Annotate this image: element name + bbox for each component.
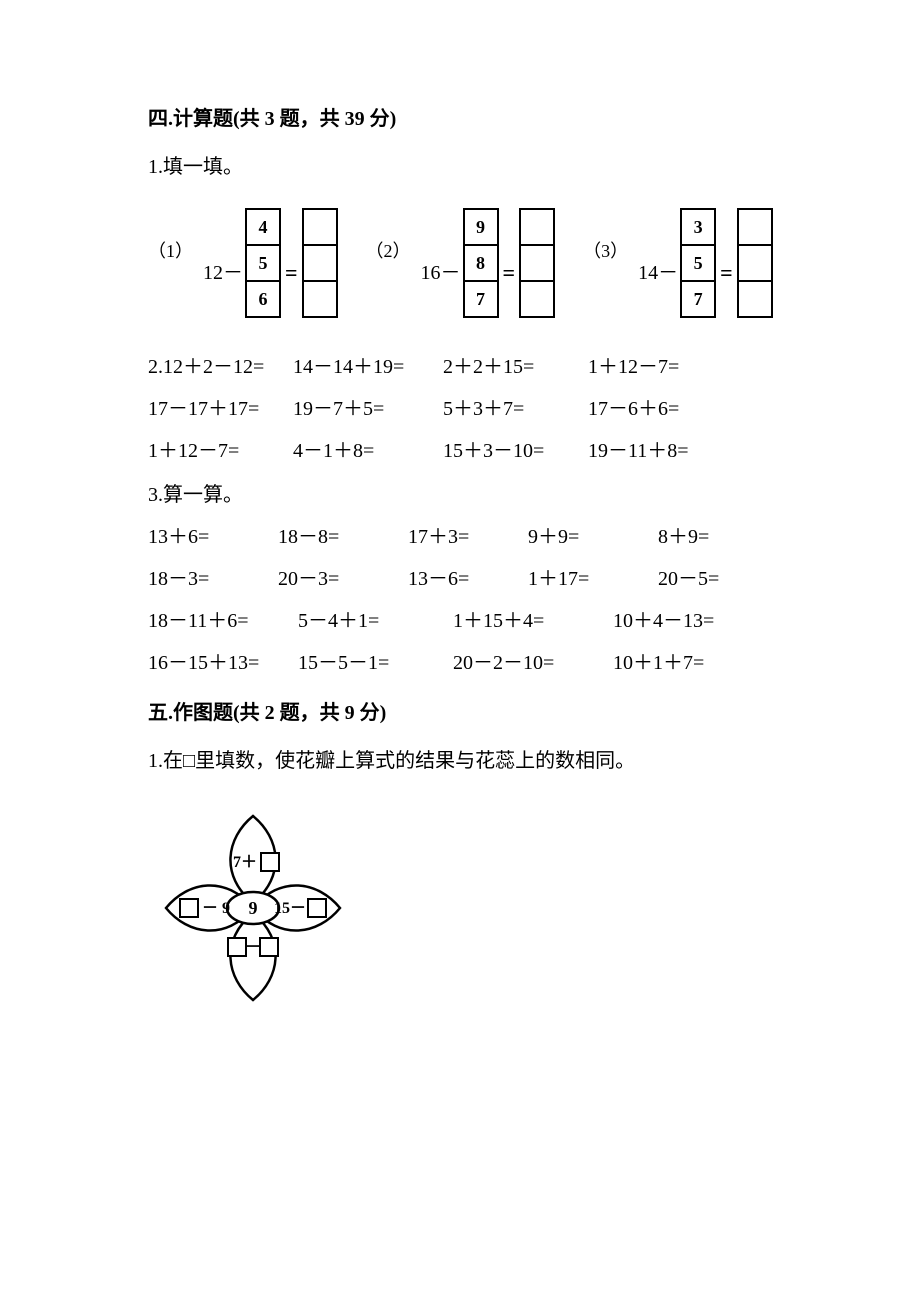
cell: 4: [247, 210, 279, 244]
left-text: － 9: [202, 900, 230, 917]
minuend: 14－: [638, 234, 678, 292]
expr: 20－3=: [278, 560, 408, 598]
expr: 9＋9=: [528, 518, 658, 556]
expr: 13＋6=: [148, 518, 278, 556]
q1-fill-row: （1） 12－ 4 5 6 = （2） 16－ 9 8 7 =: [148, 208, 775, 318]
bottom-op-text: －: [245, 939, 261, 956]
blank-cell[interactable]: [304, 210, 336, 244]
expr: 4－1＋8=: [293, 432, 443, 470]
cell: 5: [682, 244, 714, 280]
equals: =: [716, 232, 737, 294]
blank-cell[interactable]: [521, 280, 553, 316]
expr: 1＋12－7=: [588, 348, 728, 386]
expr: 16－15＋13=: [148, 644, 298, 682]
cell: 7: [682, 280, 714, 316]
q2-row: 2.12＋2－12=14－14＋19=2＋2＋15=1＋12－7=: [148, 348, 775, 386]
minuend-block: 16－ 9 8 7 =: [421, 208, 556, 318]
right-text: 15－: [274, 900, 306, 917]
expr: 2＋2＋15=: [443, 348, 588, 386]
expr: 5＋3＋7=: [443, 390, 588, 428]
cell: 3: [682, 210, 714, 244]
expr: 19－11＋8=: [588, 432, 728, 470]
expr: 20－2－10=: [453, 644, 613, 682]
q1-group-2: （2） 16－ 9 8 7 =: [366, 208, 556, 318]
expr: 18－3=: [148, 560, 278, 598]
q2-row: 17－17＋17=19－7＋5=5＋3＋7=17－6＋6=: [148, 390, 775, 428]
expr: 1＋15＋4=: [453, 602, 613, 640]
q1-group-3: （3） 14－ 3 5 7 =: [583, 208, 773, 318]
subtrahend-col: 4 5 6: [245, 208, 281, 318]
cell: 7: [465, 280, 497, 316]
expr: 15－5－1=: [298, 644, 453, 682]
subtrahend-col: 3 5 7: [680, 208, 716, 318]
flower-diagram: 9 7＋ － 9 15－ －: [148, 798, 775, 1031]
section4-heading: 四.计算题(共 3 题，共 39 分): [148, 100, 775, 138]
expr: 1＋17=: [528, 560, 658, 598]
expr: 15＋3－10=: [443, 432, 588, 470]
q3-row: 18－3=20－3=13－6=1＋17=20－5=: [148, 560, 775, 598]
expr: 17＋3=: [408, 518, 528, 556]
q2-block: 2.12＋2－12=14－14＋19=2＋2＋15=1＋12－7=17－17＋1…: [148, 348, 775, 470]
expr: 10＋4－13=: [613, 602, 753, 640]
q1-group-1: （1） 12－ 4 5 6 =: [148, 208, 338, 318]
expr: 8＋9=: [658, 518, 758, 556]
minuend-block: 14－ 3 5 7 =: [638, 208, 773, 318]
cell: 6: [247, 280, 279, 316]
blank-cell[interactable]: [739, 244, 771, 280]
expr: 17－6＋6=: [588, 390, 728, 428]
q3-label: 3.算一算。: [148, 476, 775, 514]
minuend: 12－: [203, 234, 243, 292]
q3-row: 16－15＋13=15－5－1=20－2－10=10＋1＋7=: [148, 644, 775, 682]
expr: 2.12＋2－12=: [148, 348, 293, 386]
blank-cell[interactable]: [739, 210, 771, 244]
cell: 9: [465, 210, 497, 244]
subtrahend-col: 9 8 7: [463, 208, 499, 318]
box-bottom-left[interactable]: [228, 938, 246, 956]
expr: 19－7＋5=: [293, 390, 443, 428]
equals: =: [499, 232, 520, 294]
expr: 10＋1＋7=: [613, 644, 753, 682]
cell: 8: [465, 244, 497, 280]
blank-cell[interactable]: [304, 280, 336, 316]
blank-cell[interactable]: [304, 244, 336, 280]
expr: 5－4＋1=: [298, 602, 453, 640]
group-number: （3）: [583, 208, 628, 268]
equals: =: [281, 232, 302, 294]
box-top[interactable]: [261, 853, 279, 871]
expr: 17－17＋17=: [148, 390, 293, 428]
blank-cell[interactable]: [521, 244, 553, 280]
expr: 20－5=: [658, 560, 758, 598]
q2-row: 1＋12－7=4－1＋8=15＋3－10=19－11＋8=: [148, 432, 775, 470]
cell: 5: [247, 244, 279, 280]
expr: 14－14＋19=: [293, 348, 443, 386]
flower-svg: 9 7＋ － 9 15－ －: [148, 798, 358, 1018]
minuend: 16－: [421, 234, 461, 292]
blank-cell[interactable]: [521, 210, 553, 244]
minuend-block: 12－ 4 5 6 =: [203, 208, 338, 318]
top-text: 7＋: [233, 854, 257, 871]
box-right[interactable]: [308, 899, 326, 917]
answer-col: [519, 208, 555, 318]
q3-row: 13＋6=18－8=17＋3=9＋9=8＋9=: [148, 518, 775, 556]
q3-rows: 13＋6=18－8=17＋3=9＋9=8＋9=18－3=20－3=13－6=1＋…: [148, 518, 775, 682]
center-text: 9: [249, 898, 258, 918]
q3-row: 18－11＋6=5－4＋1=1＋15＋4=10＋4－13=: [148, 602, 775, 640]
box-left[interactable]: [180, 899, 198, 917]
answer-col: [302, 208, 338, 318]
box-bottom-right[interactable]: [260, 938, 278, 956]
section5-heading: 五.作图题(共 2 题，共 9 分): [148, 694, 775, 732]
expr: 18－11＋6=: [148, 602, 298, 640]
s5-q1-label: 1.在□里填数，使花瓣上算式的结果与花蕊上的数相同。: [148, 742, 775, 780]
expr: 13－6=: [408, 560, 528, 598]
expr: 18－8=: [278, 518, 408, 556]
q1-label: 1.填一填。: [148, 148, 775, 186]
answer-col: [737, 208, 773, 318]
group-number: （2）: [366, 208, 411, 268]
blank-cell[interactable]: [739, 280, 771, 316]
expr: 1＋12－7=: [148, 432, 293, 470]
group-number: （1）: [148, 208, 193, 268]
